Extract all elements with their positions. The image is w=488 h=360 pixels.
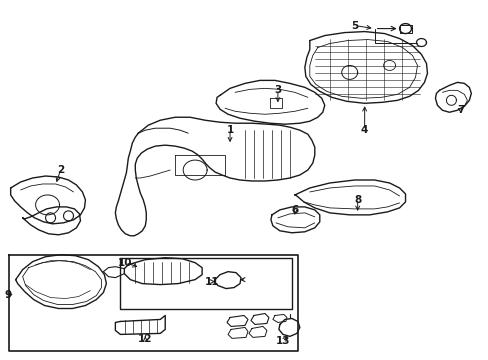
Text: 6: 6: [291, 205, 298, 215]
Text: 10: 10: [118, 258, 132, 268]
Text: 1: 1: [226, 125, 233, 135]
Text: 5: 5: [350, 21, 358, 31]
Text: 7: 7: [457, 105, 464, 115]
Text: 2: 2: [57, 165, 64, 175]
Text: 11: 11: [204, 276, 219, 287]
Text: 12: 12: [138, 334, 152, 345]
Text: 4: 4: [360, 125, 367, 135]
Text: 8: 8: [353, 195, 361, 205]
Text: 3: 3: [274, 85, 281, 95]
Text: 13: 13: [275, 336, 289, 346]
Text: 9: 9: [4, 289, 11, 300]
